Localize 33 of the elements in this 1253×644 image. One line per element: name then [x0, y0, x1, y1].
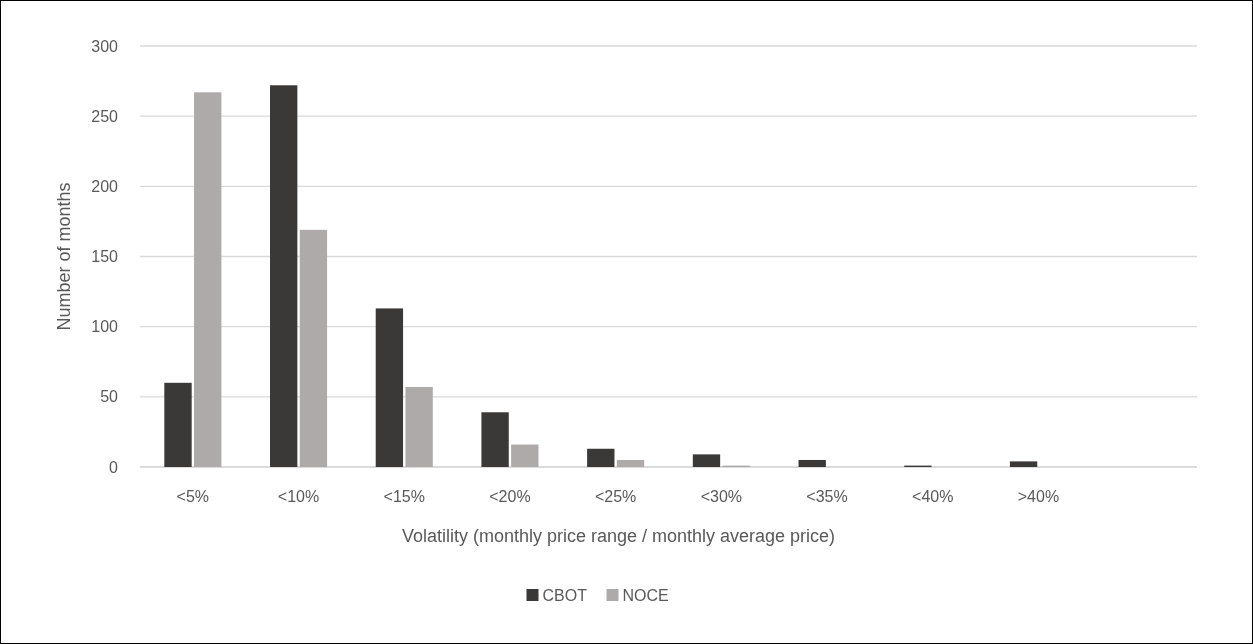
bar	[270, 85, 298, 467]
x-axis-title: Volatility (monthly price range / monthly average price)	[401, 526, 836, 546]
x-tick-label: <25%	[594, 488, 637, 505]
y-tick-label: 300	[91, 37, 119, 55]
bar	[692, 454, 721, 467]
bar	[164, 382, 192, 467]
y-tick-label: 250	[91, 107, 119, 125]
x-tick-label: <15%	[383, 488, 425, 505]
bar	[194, 92, 222, 467]
x-tick-label: >40%	[1017, 488, 1060, 505]
bar	[616, 459, 645, 467]
y-tick-label: 100	[91, 318, 119, 336]
bar	[481, 412, 509, 467]
y-tick-label: 50	[100, 388, 119, 406]
y-tick-label: 200	[91, 177, 119, 195]
bar	[1009, 461, 1038, 467]
bar	[405, 387, 433, 467]
y-axis-title: Number of months	[54, 182, 74, 331]
x-tick-label: <5%	[176, 488, 210, 505]
x-tick-label: <20%	[489, 488, 531, 505]
bar	[587, 448, 615, 467]
bar	[299, 229, 328, 467]
bar	[375, 308, 404, 467]
legend-label: NOCE	[622, 587, 669, 604]
legend-label: CBOT	[542, 587, 588, 604]
x-tick-label: <35%	[806, 488, 848, 505]
y-tick-label: 0	[109, 458, 119, 476]
x-tick-label: <30%	[700, 488, 743, 505]
y-tick-label: 150	[91, 248, 119, 266]
bar	[511, 444, 539, 467]
x-tick-label: <10%	[277, 488, 320, 505]
x-tick-label: <40%	[912, 488, 954, 505]
bar	[798, 459, 826, 467]
